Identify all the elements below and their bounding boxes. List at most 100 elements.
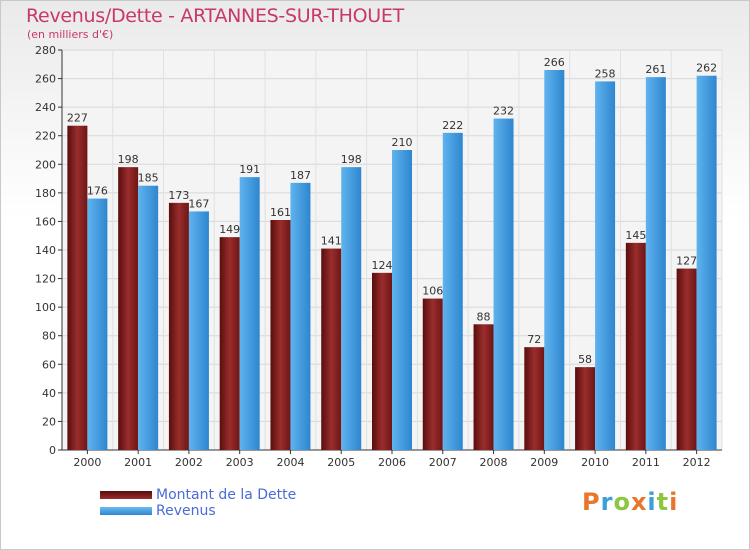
data-label-revenus: 185: [138, 172, 159, 185]
data-label-revenus: 266: [544, 56, 565, 69]
logo-letter: P: [582, 488, 601, 516]
logo-letter: o: [613, 488, 631, 516]
x-tick-label: 2009: [530, 456, 558, 469]
y-tick-label: 20: [42, 415, 56, 428]
data-label-dette: 173: [168, 189, 189, 202]
x-tick-label: 2004: [276, 456, 304, 469]
chart-title: Revenus/Dette - ARTANNES-SUR-THOUET: [26, 5, 404, 27]
bars: [67, 70, 717, 451]
bar-revenus: [544, 70, 565, 450]
bar-revenus: [290, 182, 311, 450]
x-tick-label: 2003: [226, 456, 254, 469]
y-tick-label: 260: [35, 73, 56, 86]
legend-label-revenus: Revenus: [156, 503, 216, 519]
data-label-dette: 124: [372, 259, 393, 272]
legend-item-revenus: Revenus: [100, 503, 296, 519]
y-tick-label: 200: [35, 158, 56, 171]
bar-dette: [67, 125, 88, 450]
data-label-dette: 149: [219, 223, 240, 236]
axes: 0 20 40 60 80 100 120 140 160 180 200 220 240 260 280 2…: [35, 44, 722, 469]
bar-dette: [118, 167, 139, 450]
bar-revenus: [188, 211, 209, 450]
legend-swatch-dette: [100, 491, 152, 499]
data-label-dette: 106: [422, 285, 443, 298]
data-label-revenus: 187: [290, 169, 311, 182]
logo-letter: t: [656, 488, 670, 516]
y-tick-label: 60: [42, 358, 56, 371]
data-label-dette: 127: [676, 255, 697, 268]
y-tick-label: 120: [35, 273, 56, 286]
bar-revenus: [442, 132, 463, 450]
x-tick-label: 2011: [632, 456, 660, 469]
x-tick-label: 2000: [73, 456, 101, 469]
y-tick-label: 140: [35, 244, 56, 257]
bar-dette: [422, 298, 443, 450]
x-tick-label: 2007: [429, 456, 457, 469]
legend: Montant de la Dette Revenus: [100, 487, 296, 519]
x-tick-label: 2010: [581, 456, 609, 469]
x-tick-label: 2002: [175, 456, 203, 469]
data-label-revenus: 210: [392, 136, 413, 149]
bar-revenus: [645, 77, 666, 451]
x-tick-label: 2001: [124, 456, 152, 469]
bar-dette: [524, 347, 545, 450]
bar-revenus: [138, 185, 159, 450]
y-tick-label: 80: [42, 330, 56, 343]
logo-letter: i: [669, 488, 679, 516]
bar-dette: [219, 237, 240, 450]
data-label-dette: 227: [67, 112, 88, 125]
logo-letter: r: [600, 488, 614, 516]
data-label-dette: 145: [625, 229, 646, 242]
data-label-revenus: 261: [645, 63, 666, 76]
data-label-revenus: 167: [188, 197, 209, 210]
x-tick-label: 2006: [378, 456, 406, 469]
logo-letter: x: [630, 488, 648, 516]
legend-item-dette: Montant de la Dette: [100, 487, 296, 503]
data-label-dette: 88: [477, 310, 491, 323]
y-tick-label: 240: [35, 101, 56, 114]
bar-dette: [676, 268, 697, 450]
chart-subtitle: (en milliers d'€): [27, 28, 114, 41]
bar-dette: [321, 248, 342, 450]
legend-swatch-revenus: [100, 507, 152, 515]
data-label-revenus: 262: [696, 62, 717, 75]
y-tick-label: 180: [35, 187, 56, 200]
data-label-dette: 141: [321, 235, 342, 248]
data-label-dette: 72: [527, 333, 541, 346]
bar-dette: [575, 367, 596, 450]
bar-revenus: [239, 177, 260, 450]
data-label-dette: 161: [270, 206, 291, 219]
data-label-revenus: 232: [493, 105, 514, 118]
x-tick-label: 2012: [683, 456, 711, 469]
logo-letter: i: [647, 488, 657, 516]
proxiti-logo: Proxiti: [582, 488, 678, 516]
bar-revenus: [493, 118, 514, 451]
legend-label-dette: Montant de la Dette: [156, 487, 297, 503]
y-tick-label: 40: [42, 387, 56, 400]
data-label-dette: 58: [578, 353, 592, 366]
y-tick-label: 0: [49, 444, 56, 457]
y-tick-label: 280: [35, 44, 56, 57]
y-tick-label: 160: [35, 215, 56, 228]
y-tick-label: 220: [35, 130, 56, 143]
data-label-revenus: 222: [442, 119, 463, 132]
data-label-dette: 198: [118, 153, 139, 166]
y-tick-label: 100: [35, 301, 56, 314]
bar-revenus: [696, 75, 717, 450]
x-tick-label: 2008: [480, 456, 508, 469]
data-label-revenus: 176: [87, 185, 108, 198]
data-label-revenus: 198: [341, 153, 362, 166]
bar-revenus: [341, 167, 362, 450]
x-tick-label: 2005: [327, 456, 355, 469]
bar-dette: [625, 242, 646, 450]
bar-dette: [372, 272, 392, 450]
bar-dette: [473, 324, 494, 450]
data-label-revenus: 258: [595, 67, 616, 80]
bar-revenus: [392, 150, 412, 450]
bar-dette: [270, 220, 291, 450]
bar-revenus: [595, 81, 616, 450]
data-label-revenus: 191: [239, 163, 260, 176]
bar-dette: [168, 202, 189, 450]
